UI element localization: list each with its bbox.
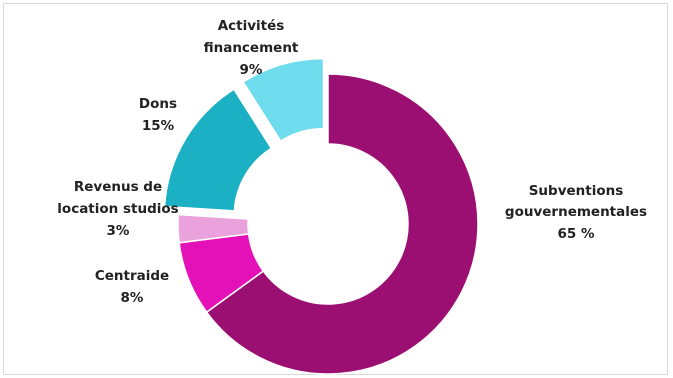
label-dons-value: 15%: [142, 118, 175, 134]
slice-4: [242, 57, 325, 143]
slices-group: [163, 57, 479, 375]
slice-3: [163, 88, 273, 212]
label-centraide-line1: Centraide: [95, 268, 169, 284]
label-revenus: Revenus de location studios 3%: [57, 179, 178, 239]
label-activites-line2: financement: [204, 40, 299, 56]
label-centraide: Centraide 8%: [95, 268, 169, 306]
label-activites: Activités financement 9%: [204, 18, 299, 78]
label-revenus-line2: location studios: [57, 201, 178, 217]
slice-2: [177, 213, 250, 244]
slice-0: [205, 73, 479, 375]
label-subventions-line1: Subventions: [529, 183, 624, 199]
label-dons: Dons 15%: [139, 96, 177, 134]
label-dons-line1: Dons: [139, 96, 177, 112]
label-revenus-value: 3%: [107, 223, 130, 239]
label-subventions-line2: gouvernementales: [505, 204, 647, 220]
label-activites-value: 9%: [240, 62, 263, 78]
label-centraide-value: 8%: [121, 290, 144, 306]
label-activites-line1: Activités: [218, 18, 285, 34]
label-subventions: Subventions gouvernementales 65 %: [505, 183, 647, 242]
label-subventions-value: 65 %: [557, 226, 594, 242]
label-revenus-line1: Revenus de: [74, 179, 162, 195]
